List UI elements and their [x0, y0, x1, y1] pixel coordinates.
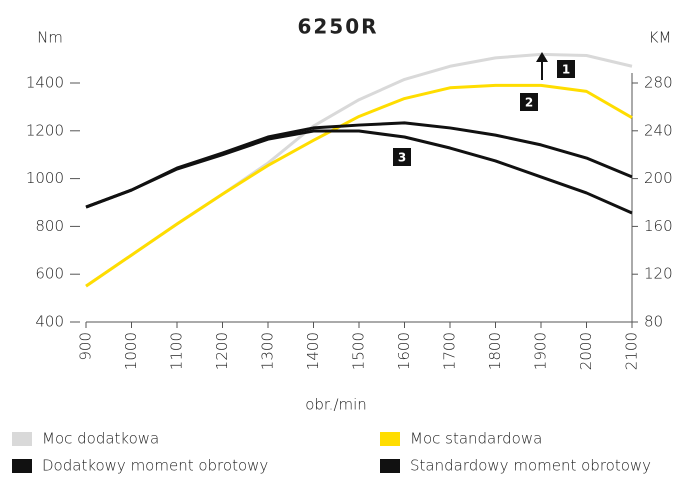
x-tick-label: 1300 — [259, 332, 277, 370]
x-tick-label: 1900 — [532, 332, 550, 370]
y-tick-label: 1400 — [26, 74, 64, 92]
y2-tick-label: 280 — [644, 74, 673, 92]
y2-tick-label: 200 — [644, 169, 673, 187]
legend-label: Dodatkowy moment obrotowy — [42, 457, 268, 475]
x-tick-label: 1400 — [304, 332, 322, 370]
x-tick-label: 900 — [77, 332, 95, 361]
y2-tick-label: 120 — [644, 265, 673, 283]
annotation: 1 — [562, 63, 570, 77]
annotation: 2 — [525, 96, 533, 110]
x-tick-label: 1800 — [486, 332, 504, 370]
x-tick-label: 1500 — [350, 332, 368, 370]
legend-label: Standardowy moment obrotowy — [410, 457, 651, 475]
series-line — [85, 83, 633, 288]
series-line — [85, 129, 633, 215]
y-axis-label: Nm — [37, 29, 63, 47]
series-line — [85, 121, 633, 209]
legend-swatch — [380, 432, 400, 446]
y-tick-label: 1200 — [26, 121, 64, 139]
annotation: 3 — [398, 151, 406, 165]
y2-tick-label: 240 — [644, 121, 673, 139]
x-tick-label: 2000 — [577, 332, 595, 370]
x-tick-label: 1100 — [168, 332, 186, 370]
chart-title: 6250R — [297, 15, 378, 39]
legend-swatch — [380, 459, 400, 473]
x-tick-label: 1200 — [213, 332, 231, 370]
annotation-box — [520, 93, 538, 111]
x-axis-label: obr./min — [305, 396, 367, 414]
x-tick-label: 1700 — [441, 332, 459, 370]
legend-label: Moc standardowa — [410, 430, 542, 448]
annotation-box — [557, 60, 575, 78]
legend-swatch — [12, 432, 32, 446]
arrow-head — [536, 52, 548, 62]
y2-tick-label: 80 — [644, 313, 663, 331]
y-tick-label: 1000 — [26, 169, 64, 187]
y-tick-label: 600 — [35, 265, 64, 283]
legend-label: Moc dodatkowa — [42, 430, 159, 448]
y-tick-label: 400 — [35, 313, 64, 331]
y2-axis-label: KM — [649, 29, 672, 47]
annotation-box — [393, 148, 411, 166]
x-tick-label: 2100 — [623, 332, 641, 370]
x-tick-label: 1600 — [395, 332, 413, 370]
legend-swatch — [12, 459, 32, 473]
y-tick-label: 800 — [35, 217, 64, 235]
y2-tick-label: 160 — [644, 217, 673, 235]
series-line — [85, 52, 633, 288]
x-tick-label: 1000 — [122, 332, 140, 370]
